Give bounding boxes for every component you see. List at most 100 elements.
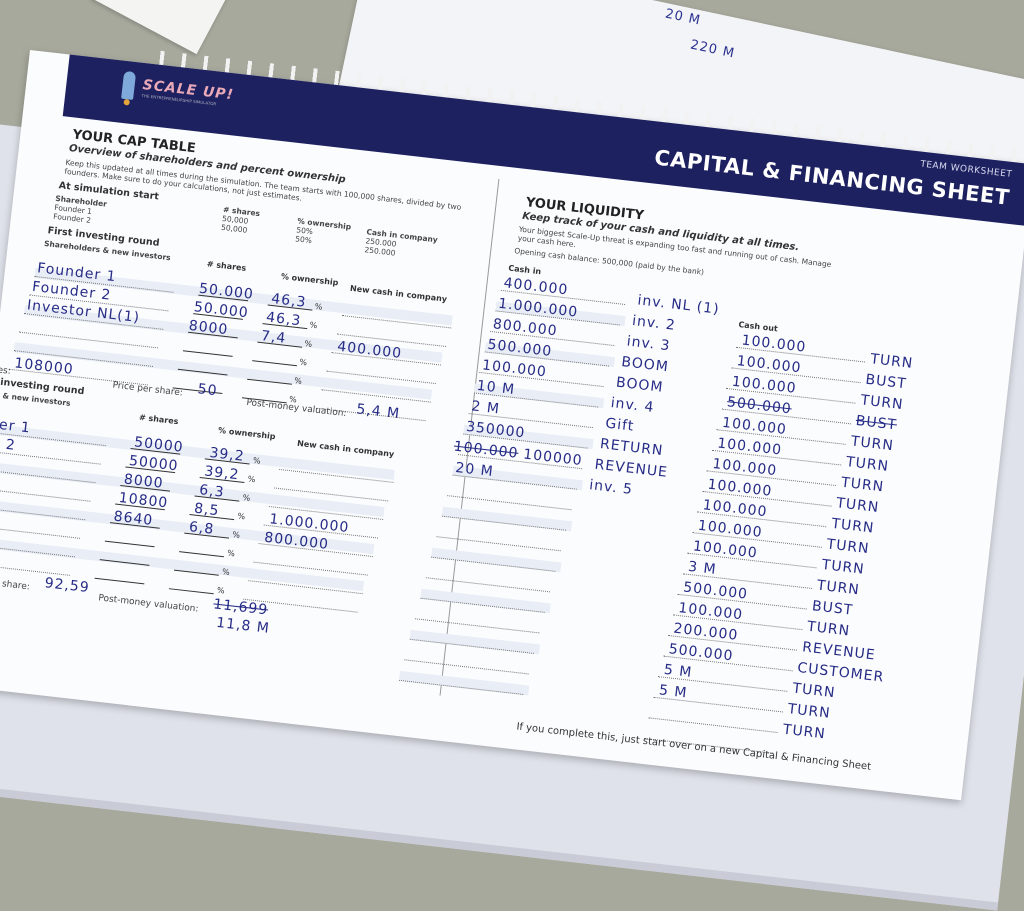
- cash-out-note[interactable]: TURN: [806, 618, 851, 640]
- cash-in-amount[interactable]: 20 M: [454, 459, 495, 481]
- cash-in-note[interactable]: RETURN: [599, 436, 665, 460]
- cash-in-amount[interactable]: 1.000.000: [497, 295, 579, 321]
- total-shares-value[interactable]: 108000: [13, 355, 75, 378]
- cash-out-line: [648, 717, 778, 734]
- ownership-value[interactable]: 8,5: [193, 500, 221, 520]
- cash-out-amount[interactable]: 100.000: [716, 435, 783, 459]
- cash-out-amount[interactable]: 500.000: [726, 394, 793, 418]
- price-value[interactable]: 50: [196, 381, 219, 400]
- percent-sign: %: [247, 474, 256, 485]
- new-cash-value[interactable]: 800.000: [263, 529, 330, 553]
- percent-sign: %: [226, 548, 236, 559]
- valuation-value[interactable]: 5,4 M: [355, 401, 401, 423]
- price-value[interactable]: 92,59: [43, 575, 91, 597]
- ownership-value[interactable]: 39,2: [203, 463, 241, 484]
- cash-out-note[interactable]: TURN: [816, 577, 861, 599]
- shareholder-name[interactable]: nder 1: [0, 414, 32, 437]
- cash-out-note[interactable]: TURN: [869, 351, 915, 372]
- percent-sign: %: [252, 455, 262, 466]
- cash-out-note[interactable]: TURN: [782, 721, 827, 743]
- cash-out-amount[interactable]: 500.000: [667, 641, 735, 665]
- cash-out-amount[interactable]: 200.000: [672, 620, 740, 644]
- cash-out-amount[interactable]: 5 M: [658, 682, 689, 702]
- cash-in-note[interactable]: inv. 2: [631, 312, 677, 334]
- cash-in-note[interactable]: inv. 3: [625, 333, 672, 355]
- shares-value[interactable]: 8640: [112, 508, 155, 529]
- cash-in-note[interactable]: BOOM: [615, 374, 665, 396]
- percent-sign: %: [242, 492, 251, 503]
- cash-in-line: [404, 659, 529, 675]
- percent-sign: %: [314, 301, 323, 312]
- shares-value[interactable]: 8000: [123, 471, 165, 492]
- cash-out-note[interactable]: TURN: [850, 433, 895, 455]
- new-cash-value[interactable]: 400.000: [336, 338, 403, 363]
- cash-out-note[interactable]: TURN: [791, 680, 837, 702]
- cash-in-note[interactable]: inv. 4: [609, 395, 656, 416]
- cash-out-amount[interactable]: 100.000: [740, 332, 808, 356]
- cash-out-note[interactable]: TURN: [820, 556, 866, 578]
- cash-out-note[interactable]: REVENUE: [801, 639, 877, 664]
- round1-col-ownership: % ownership: [280, 271, 339, 288]
- cash-out-amount[interactable]: 100.000: [692, 538, 759, 562]
- background-paper: [90, 0, 230, 55]
- ownership-value[interactable]: 7,4: [260, 328, 288, 347]
- cash-in-amount[interactable]: 800.000: [492, 316, 559, 340]
- cash-out-note[interactable]: TURN: [835, 495, 881, 517]
- ownership-value[interactable]: 6,3: [198, 482, 226, 501]
- cash-in-amount[interactable]: 10 M: [475, 377, 516, 399]
- percent-sign: %: [293, 376, 303, 386]
- cash-in-amount[interactable]: 350000: [465, 418, 527, 442]
- cash-out-amount[interactable]: 100.000: [706, 476, 774, 500]
- cash-out-note[interactable]: BUST: [864, 371, 908, 393]
- cash-out-amount[interactable]: 100.000: [731, 373, 798, 397]
- valuation-label: Post-money valuation:: [97, 593, 199, 615]
- round2-col-ownership: % ownership: [217, 425, 276, 442]
- cash-in-line: [425, 577, 551, 593]
- cash-out-amount[interactable]: 100.000: [721, 414, 788, 439]
- ownership-value[interactable]: 46,3: [265, 309, 303, 330]
- shares-value[interactable]: 50000: [128, 452, 180, 475]
- cash-out-note[interactable]: BUST: [811, 598, 855, 619]
- percent-sign: %: [237, 511, 246, 522]
- ownership-value[interactable]: 6,8: [188, 519, 216, 538]
- cash-out-note[interactable]: TURN: [859, 392, 905, 414]
- cash-out-amount[interactable]: 100.000: [711, 455, 778, 480]
- cash-in-amount[interactable]: 400.000: [502, 275, 570, 299]
- cash-out-amount[interactable]: 500.000: [682, 579, 749, 603]
- shares-value[interactable]: 10800: [117, 489, 169, 512]
- cash-out-amount[interactable]: 100.000: [697, 517, 764, 541]
- cash-out-amount[interactable]: 100.000: [701, 497, 769, 521]
- cash-out-note[interactable]: TURN: [786, 701, 832, 722]
- cash-in-note[interactable]: Gift: [604, 415, 636, 435]
- cash-in-amount[interactable]: 100.000: [481, 357, 548, 381]
- cash-out-note[interactable]: TURN: [830, 515, 876, 537]
- start-ownership: 50%: [294, 234, 313, 246]
- shares-value[interactable]: 50000: [133, 434, 185, 456]
- ownership-value[interactable]: 46,3: [270, 290, 308, 311]
- ownership-value[interactable]: 39,2: [208, 444, 246, 465]
- shares-value[interactable]: 8000: [187, 317, 230, 339]
- cash-out-amount[interactable]: 100.000: [677, 600, 744, 624]
- cash-out-note[interactable]: TURN: [825, 536, 871, 558]
- cash-in-amount[interactable]: 100000: [522, 446, 584, 470]
- cash-out-note[interactable]: TURN: [840, 474, 885, 496]
- cash-in-line: [415, 618, 540, 634]
- cash-out-amount[interactable]: 5 M: [663, 661, 694, 681]
- cash-in-note[interactable]: BOOM: [620, 354, 670, 376]
- cash-in-amount[interactable]: 2 M: [470, 398, 501, 418]
- cash-out-note[interactable]: BUST: [854, 412, 898, 434]
- round2-col-cash: New cash in company: [296, 438, 395, 459]
- cash-out-amount[interactable]: 3 M: [687, 558, 718, 579]
- valuation-value[interactable]: 11,8 M: [215, 614, 271, 637]
- percent-sign: %: [304, 338, 313, 349]
- cash-in-note[interactable]: REVENUE: [593, 456, 669, 481]
- shares-value[interactable]: 50.000: [198, 280, 255, 303]
- ownership-line: [252, 360, 298, 367]
- round2-col-shares: # shares: [138, 412, 179, 427]
- cash-in-note[interactable]: inv. 5: [588, 477, 634, 499]
- cash-out-note[interactable]: TURN: [845, 454, 890, 475]
- shares-value[interactable]: 50.000: [193, 299, 250, 322]
- cash-out-amount[interactable]: 100.000: [735, 353, 803, 377]
- page-title: CAPITAL & FINANCING SHEET: [653, 145, 1011, 210]
- cash-in-amount[interactable]: 500.000: [486, 336, 553, 360]
